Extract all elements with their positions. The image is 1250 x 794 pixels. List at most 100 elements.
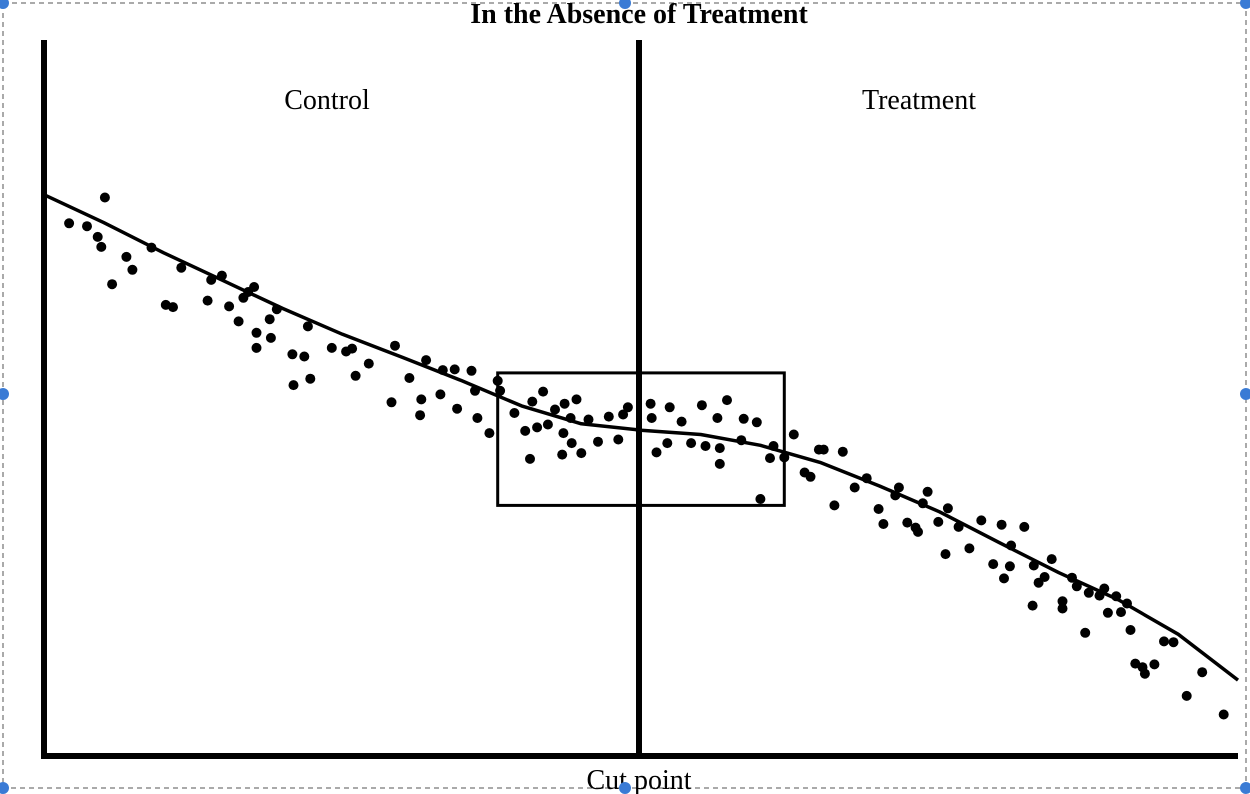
data-point-114 <box>964 543 975 554</box>
data-point-60 <box>558 428 569 439</box>
data-point-56 <box>538 386 549 397</box>
data-point-4 <box>99 192 110 203</box>
data-point-89 <box>765 453 775 464</box>
data-point-48 <box>484 428 495 439</box>
data-point-123 <box>1028 560 1039 571</box>
data-point-92 <box>788 429 799 440</box>
data-point-8 <box>146 242 157 253</box>
data-point-107 <box>913 526 923 537</box>
data-point-115 <box>976 515 987 526</box>
data-point-44 <box>452 403 463 414</box>
data-point-64 <box>571 394 582 405</box>
data-point-57 <box>542 419 553 430</box>
data-point-50 <box>495 385 506 396</box>
resize-handle-bottom-left[interactable] <box>0 782 9 794</box>
data-point-117 <box>996 519 1007 530</box>
data-point-87 <box>751 417 762 428</box>
data-point-88 <box>755 494 766 504</box>
data-point-55 <box>532 422 543 433</box>
resize-handle-top[interactable] <box>619 0 631 9</box>
data-point-147 <box>1197 667 1208 678</box>
resize-handle-top-left[interactable] <box>0 0 9 9</box>
data-point-27 <box>299 351 310 362</box>
data-point-41 <box>435 389 446 400</box>
resize-handle-left[interactable] <box>0 388 9 400</box>
resize-handle-bottom[interactable] <box>619 782 631 794</box>
resize-handle-bottom-right[interactable] <box>1240 782 1250 794</box>
data-point-54 <box>527 396 538 407</box>
data-point-111 <box>940 549 951 560</box>
data-point-104 <box>893 482 904 493</box>
data-point-138 <box>1122 598 1132 609</box>
data-point-7 <box>127 264 138 275</box>
data-point-26 <box>288 380 299 391</box>
data-point-37 <box>404 373 415 383</box>
resize-handle-right[interactable] <box>1240 388 1250 400</box>
data-point-5 <box>107 279 118 290</box>
data-point-61 <box>559 398 570 409</box>
data-point-62 <box>565 413 576 423</box>
data-point-71 <box>622 402 633 413</box>
data-point-32 <box>347 343 358 354</box>
data-point-16 <box>233 316 244 327</box>
data-point-30 <box>326 342 337 353</box>
data-point-112 <box>942 503 953 514</box>
data-point-40 <box>421 355 432 366</box>
data-point-20 <box>251 327 262 338</box>
data-point-25 <box>287 349 298 360</box>
data-point-134 <box>1099 583 1110 594</box>
data-point-59 <box>557 449 568 460</box>
resize-handle-top-right[interactable] <box>1240 0 1250 9</box>
data-point-142 <box>1139 668 1150 679</box>
data-point-22 <box>264 314 275 325</box>
data-point-96 <box>818 444 829 455</box>
data-point-139 <box>1125 625 1136 635</box>
data-point-33 <box>350 370 361 381</box>
data-point-78 <box>686 438 697 449</box>
data-point-69 <box>613 434 624 445</box>
data-point-67 <box>593 436 603 447</box>
data-point-100 <box>861 473 872 484</box>
data-point-143 <box>1149 659 1160 670</box>
data-point-101 <box>873 504 884 514</box>
data-point-68 <box>603 411 614 422</box>
data-point-131 <box>1080 627 1091 638</box>
data-point-53 <box>525 453 535 464</box>
data-point-86 <box>738 413 749 424</box>
data-point-132 <box>1083 587 1094 598</box>
data-point-110 <box>933 516 944 527</box>
data-point-1 <box>82 221 92 232</box>
data-point-148 <box>1218 709 1229 720</box>
data-point-34 <box>363 358 374 369</box>
data-point-122 <box>1027 600 1038 611</box>
data-point-146 <box>1181 690 1192 701</box>
data-point-83 <box>714 443 725 454</box>
data-point-21 <box>251 342 262 353</box>
data-point-51 <box>509 408 520 418</box>
data-point-126 <box>1046 554 1057 565</box>
data-point-116 <box>988 559 999 570</box>
data-point-63 <box>566 438 577 449</box>
data-point-129 <box>1067 572 1077 583</box>
data-point-80 <box>700 441 711 451</box>
data-point-109 <box>922 486 933 497</box>
data-point-15 <box>224 301 235 312</box>
data-point-102 <box>878 519 889 529</box>
data-point-144 <box>1159 636 1169 647</box>
data-point-75 <box>662 438 673 449</box>
data-point-42 <box>437 365 448 376</box>
data-point-119 <box>1004 561 1015 572</box>
data-point-13 <box>206 274 217 285</box>
data-point-73 <box>646 413 657 423</box>
data-point-10 <box>168 302 178 313</box>
data-point-118 <box>999 573 1009 584</box>
data-point-91 <box>779 452 790 463</box>
data-point-135 <box>1102 607 1113 618</box>
data-point-47 <box>472 413 483 423</box>
data-point-136 <box>1111 591 1122 602</box>
data-point-121 <box>1019 521 1030 532</box>
data-point-130 <box>1071 581 1082 592</box>
data-point-120 <box>1006 540 1017 551</box>
